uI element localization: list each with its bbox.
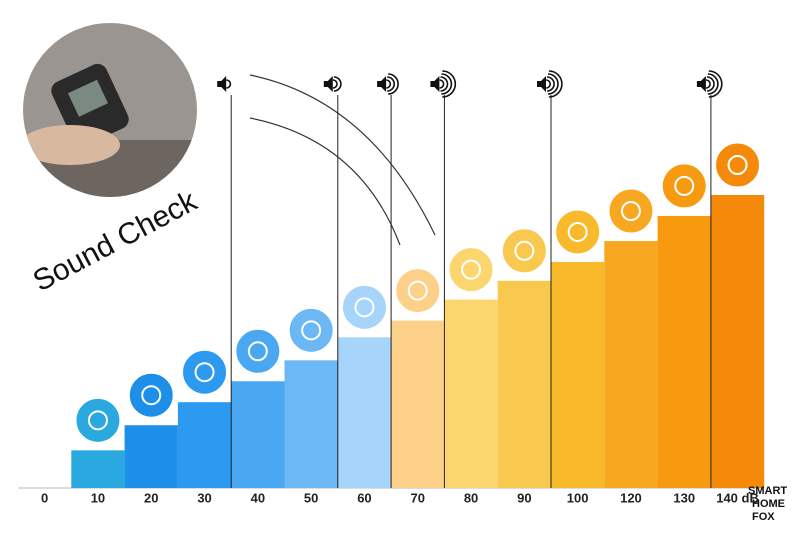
- logo: SMART HOME FOX: [748, 485, 787, 523]
- title: Sound Check: [28, 184, 203, 298]
- x-tick-label: 60: [357, 490, 371, 505]
- logo-text: SMART: [748, 485, 787, 497]
- icon-detail: [407, 280, 428, 301]
- icon: [395, 268, 441, 314]
- logo-text: HOME: [752, 498, 785, 510]
- sound-wave: [332, 79, 338, 89]
- x-tick-label: 130: [673, 490, 695, 505]
- icon-detail: [674, 175, 695, 196]
- sound-wave: [705, 79, 711, 89]
- x-tick-label: 0: [41, 490, 48, 505]
- icon-detail: [567, 221, 588, 242]
- x-tick-label: 100: [567, 490, 589, 505]
- x-tick-label: 70: [411, 490, 425, 505]
- sound-wave: [546, 76, 555, 92]
- logo-text: FOX: [752, 511, 775, 523]
- speaker-icon: [323, 76, 333, 92]
- sound-wave: [441, 73, 453, 95]
- icon-detail: [247, 341, 268, 362]
- icon: [555, 209, 601, 255]
- bar: [710, 195, 765, 488]
- icon: [608, 188, 654, 234]
- bar: [124, 425, 178, 488]
- icon: [182, 349, 228, 395]
- icon: [75, 397, 121, 443]
- speaker-icon: [537, 76, 546, 92]
- bar: [551, 261, 605, 488]
- bar: [391, 320, 445, 488]
- icon: [128, 372, 174, 418]
- sound-wave: [547, 73, 559, 95]
- sound-wave: [388, 73, 399, 95]
- sound-wave: [387, 76, 395, 92]
- x-tick-label: 30: [197, 490, 211, 505]
- sound-wave: [442, 70, 457, 98]
- sound-wave: [708, 70, 723, 98]
- x-tick-label: 140 dB: [716, 490, 759, 505]
- bar: [337, 337, 392, 488]
- sound-wave: [440, 76, 449, 92]
- speaker-icon: [377, 76, 387, 92]
- bar: [71, 450, 125, 488]
- speaker-icon: [217, 76, 227, 92]
- sound-wave: [226, 79, 232, 89]
- sound-wave: [386, 79, 392, 89]
- bar: [284, 360, 338, 488]
- x-tick-label: 20: [144, 490, 158, 505]
- icon-detail: [461, 259, 482, 280]
- sound-wave: [707, 73, 719, 95]
- x-tick-label: 90: [517, 490, 531, 505]
- x-tick-label: 10: [91, 490, 105, 505]
- icon: [501, 228, 547, 274]
- icon-detail: [141, 385, 162, 406]
- icon: [715, 142, 761, 188]
- bar: [657, 215, 711, 488]
- x-tick-label: 80: [464, 490, 478, 505]
- bar: [231, 381, 285, 488]
- bar: [444, 299, 498, 488]
- icon-detail: [620, 201, 641, 222]
- x-tick-label: 120: [620, 490, 642, 505]
- sound-wave: [548, 70, 563, 98]
- icon-detail: [354, 297, 375, 318]
- icon: [235, 328, 281, 374]
- icon: [288, 307, 334, 353]
- photo: [23, 23, 197, 197]
- speaker-icon: [430, 76, 440, 92]
- icon-detail: [194, 362, 215, 383]
- icon-detail: [301, 320, 322, 341]
- arrows: [249, 74, 436, 246]
- icon: [448, 247, 494, 293]
- sound-wave: [706, 76, 715, 92]
- sound-wave: [546, 79, 551, 89]
- x-tick-label: 40: [251, 490, 265, 505]
- speaker-icon: [696, 76, 706, 92]
- icon-detail: [87, 410, 108, 431]
- sound-wave: [333, 76, 342, 92]
- x-tick-label: 50: [304, 490, 318, 505]
- sound-wave: [439, 79, 445, 89]
- bar: [497, 280, 551, 488]
- icon: [661, 163, 707, 209]
- bar: [177, 402, 232, 488]
- bar: [604, 241, 658, 488]
- icon: [341, 284, 387, 330]
- icon-detail: [514, 240, 535, 261]
- icon-detail: [727, 155, 748, 175]
